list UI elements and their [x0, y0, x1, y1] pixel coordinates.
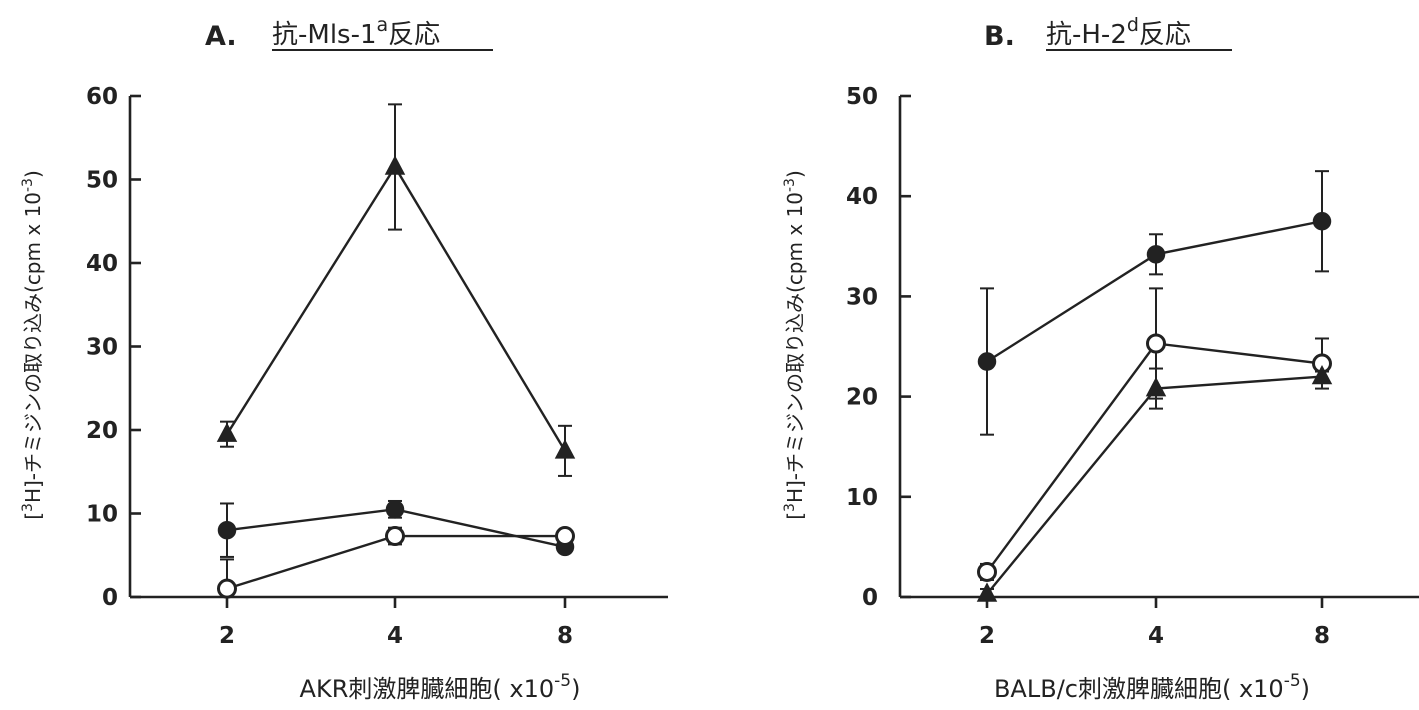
chart-b-x-tick-label: 2	[979, 623, 995, 649]
chart-a-point-open-circle	[385, 526, 405, 547]
panel-b-title-sup: d	[1127, 14, 1139, 36]
chart-b-x-tick-label: 4	[1148, 623, 1164, 649]
panel-b-title-text: 抗-H-2d反応	[1046, 14, 1191, 50]
chart-b-y-label: [3H]-チミジンの取り込み(cpm x 10-3)	[782, 170, 807, 520]
panel-b-letter: B.	[984, 21, 1015, 52]
chart-b-point-open-circle	[1146, 333, 1166, 354]
chart-a-series-circle-open	[217, 526, 575, 599]
chart-b-point-triangle	[1311, 364, 1333, 385]
chart-a-x-label: AKR刺激脾臓細胞( x10-5)	[300, 671, 581, 703]
chart-b-y-tick-label: 50	[846, 84, 878, 110]
chart-b-point-triangle	[976, 582, 998, 602]
chart-a-y-tick-label: 10	[86, 502, 118, 528]
chart-a-y-tick-label: 20	[86, 418, 118, 444]
chart-a-x-tick-label: 4	[387, 623, 403, 649]
chart-a-series-triangle-filled	[216, 103, 576, 477]
chart-b-y-tick-label: 30	[846, 284, 878, 310]
chart-b-point-filled-circle	[1312, 212, 1332, 231]
chart-a-x-label-exp: -5	[554, 671, 571, 691]
chart-a-x-label-main: AKR刺激脾臓細胞( x10	[300, 675, 555, 703]
chart-b-x-label-close: )	[1301, 675, 1310, 703]
chart-b-y-tick-label: 10	[846, 485, 878, 511]
chart-b-point-open-circle	[977, 561, 997, 582]
chart-a-point-triangle	[384, 155, 406, 175]
chart-b-x-label-exp: -5	[1284, 671, 1301, 691]
chart-b-ticks: 0 10 20 30 40 50 2 4 8	[846, 84, 1330, 649]
chart-a-x-tick-label: 8	[557, 623, 573, 649]
chart-a-point-triangle	[216, 422, 238, 442]
chart-b-x-label-main: BALB/c刺激脾臓細胞( x10	[994, 675, 1284, 703]
chart-a-y-tick-label: 30	[86, 335, 118, 361]
panel-a-title-main: 抗-Mls-1	[272, 20, 377, 50]
chart-b-series	[976, 170, 1333, 602]
chart-a-x-tick-label: 2	[219, 623, 235, 649]
chart-a-ticks: 0 10 20 30 40 50 60 2 4 8	[86, 84, 573, 649]
chart-b-point-filled-circle	[977, 352, 997, 371]
chart-a-x-label-close: )	[571, 675, 580, 703]
panel-b-title: B. 抗-H-2d反応	[984, 14, 1232, 52]
chart-a: 0 10 20 30 40 50 60 2 4 8 AKR刺激脾臓細胞( x10-5) [3H]-…	[20, 84, 668, 703]
panel-a-title-end: 反応	[388, 20, 440, 50]
chart-b-x-label: BALB/c刺激脾臓細胞( x10-5)	[994, 671, 1310, 703]
panel-b-title-end: 反応	[1139, 20, 1191, 50]
chart-a-y-label: [3H]-チミジンの取り込み(cpm x 10-3)	[20, 170, 45, 520]
chart-a-point-open-circle	[555, 526, 575, 547]
chart-b-series-triangle-filled	[976, 364, 1333, 602]
chart-a-y-tick-label: 40	[86, 251, 118, 277]
chart-b-point-filled-circle	[1146, 245, 1166, 264]
chart-a-point-filled-circle	[385, 500, 405, 519]
chart-b-y-tick-label: 40	[846, 184, 878, 210]
chart-b: 0 10 20 30 40 50 2 4 8 BALB/c刺激脾臓細胞( x10-5) [3H]…	[782, 84, 1419, 703]
chart-a-point-filled-circle	[217, 520, 237, 540]
panel-a-title-text: 抗-Mls-1a反応	[272, 14, 440, 50]
chart-b-y-tick-label: 0	[862, 585, 878, 611]
chart-b-point-triangle	[1145, 376, 1167, 397]
chart-b-series-circle-open	[977, 287, 1332, 582]
chart-a-series	[216, 103, 576, 599]
chart-b-y-tick-label: 20	[846, 385, 878, 411]
panel-a-title-sup: a	[377, 14, 389, 36]
chart-a-point-triangle	[554, 439, 576, 459]
chart-b-series-line	[986, 342, 1323, 573]
chart-a-point-open-circle	[217, 578, 237, 599]
chart-b-series-circle-filled	[977, 170, 1332, 436]
panel-b-title-main: 抗-H-2	[1046, 20, 1127, 50]
chart-a-y-tick-label: 50	[86, 168, 118, 194]
panel-a-title: A. 抗-Mls-1a反応	[205, 14, 493, 52]
chart-a-y-tick-label: 60	[86, 84, 118, 110]
panel-a-letter: A.	[205, 21, 237, 52]
chart-a-y-tick-label: 0	[102, 585, 118, 611]
chart-b-x-tick-label: 8	[1314, 623, 1330, 649]
